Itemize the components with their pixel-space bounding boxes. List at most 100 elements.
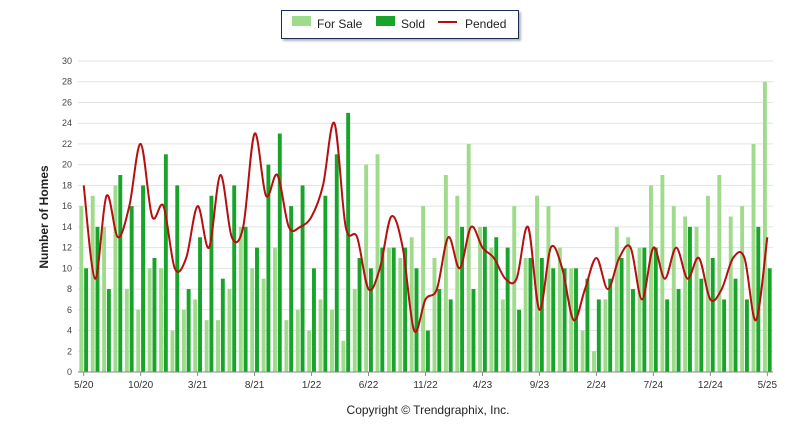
bar-sold (198, 237, 202, 372)
bar-for-sale (705, 195, 710, 372)
bar-for-sale (728, 216, 733, 372)
bar-sold (505, 247, 510, 372)
x-tick-label: 5/25 (758, 380, 778, 391)
bar-for-sale (227, 289, 232, 372)
y-tick-label: 30 (62, 56, 72, 66)
bar-sold (368, 268, 373, 372)
x-tick-label: 12/24 (698, 380, 723, 391)
bar-sold (437, 289, 442, 372)
bar-sold (539, 257, 544, 372)
bar-for-sale (637, 247, 642, 372)
x-tick-label: 11/22 (413, 380, 438, 391)
bar-for-sale (740, 206, 745, 372)
bar-for-sale (455, 195, 460, 372)
bar-sold (380, 247, 385, 372)
bar-sold (585, 278, 590, 372)
copyright-text: Copyright © Trendgraphix, Inc. (346, 403, 510, 417)
bar-sold (494, 237, 499, 372)
bar-for-sale (592, 351, 596, 372)
bar-for-sale (159, 268, 164, 372)
bar-sold (163, 154, 168, 372)
x-tick-label: 9/23 (530, 380, 550, 391)
bar-sold (334, 154, 339, 372)
bars (79, 81, 772, 372)
bar-for-sale (352, 289, 357, 372)
y-tick-label: 18 (62, 180, 72, 190)
bar-for-sale (307, 330, 312, 372)
bar-for-sale (364, 164, 369, 372)
legend: For Sale Sold Pended (281, 10, 519, 39)
x-tick-label: 6/22 (359, 380, 379, 391)
bar-sold (95, 226, 100, 372)
bar-sold (551, 268, 556, 372)
bar-for-sale (386, 247, 391, 372)
x-tick-label: 10/20 (128, 380, 153, 391)
bar-sold (175, 185, 180, 372)
bar-sold (323, 195, 328, 372)
x-tick-label: 7/24 (644, 380, 664, 391)
bar-for-sale (614, 226, 619, 372)
bar-for-sale (375, 154, 380, 372)
bar-for-sale (649, 185, 653, 372)
bar-for-sale (432, 257, 437, 372)
bar-sold (243, 226, 248, 372)
pended-line (82, 122, 769, 333)
bar-for-sale (295, 309, 300, 372)
bar-sold (289, 206, 294, 372)
bar-for-sale (489, 247, 494, 372)
bar-sold (312, 268, 316, 372)
bar-for-sale (398, 257, 403, 372)
bar-for-sale (204, 320, 209, 372)
bar-for-sale (762, 81, 767, 372)
bar-sold (642, 247, 647, 372)
bar-sold (346, 112, 351, 372)
bar-for-sale (535, 195, 539, 372)
bar-for-sale (569, 268, 574, 372)
bar-for-sale (694, 226, 699, 372)
bar-sold (220, 278, 225, 372)
bar-sold (266, 164, 271, 372)
bar-sold (391, 247, 396, 372)
bar-sold (141, 185, 146, 372)
bar-sold (665, 299, 670, 372)
bar-sold (152, 257, 157, 372)
bar-sold (129, 206, 134, 372)
bar-for-sale (124, 289, 129, 372)
bar-sold (460, 226, 465, 372)
bar-sold (687, 226, 692, 372)
y-tick-label: 20 (62, 160, 72, 170)
bar-for-sale (751, 143, 756, 372)
bar-for-sale (500, 299, 505, 372)
bar-sold (232, 185, 237, 372)
bar-for-sale (113, 185, 118, 372)
bar-for-sale (546, 206, 551, 372)
legend-sold-swatch (376, 16, 395, 26)
x-tick-label: 4/23 (473, 380, 493, 391)
bar-sold (710, 257, 715, 372)
bar-for-sale (216, 320, 220, 372)
legend-for-sale-swatch (292, 16, 311, 26)
bar-sold (471, 289, 476, 372)
x-tick-labels: 5/20 10/20 3/21 8/21 1/22 6/22 11/22 4/23 9/23 2/… (74, 372, 778, 391)
y-tick-label: 26 (62, 97, 72, 107)
legend-sold-label: Sold (401, 17, 426, 31)
bar-sold (300, 185, 305, 372)
bar-sold (482, 226, 487, 372)
legend-pended-label: Pended (465, 17, 507, 31)
legend-for-sale-label: For Sale (317, 17, 363, 31)
bar-for-sale (557, 247, 562, 372)
y-tick-label: 16 (62, 201, 72, 211)
bar-for-sale (170, 330, 175, 372)
y-tick-label: 4 (67, 326, 72, 336)
bar-for-sale (261, 278, 266, 372)
bar-for-sale (683, 216, 688, 372)
bar-for-sale (193, 299, 198, 372)
bar-for-sale (79, 206, 84, 372)
bar-for-sale (478, 226, 483, 372)
y-tick-label: 28 (62, 77, 72, 87)
bar-sold (357, 257, 362, 372)
bar-sold (744, 299, 749, 372)
bar-for-sale (90, 195, 95, 372)
